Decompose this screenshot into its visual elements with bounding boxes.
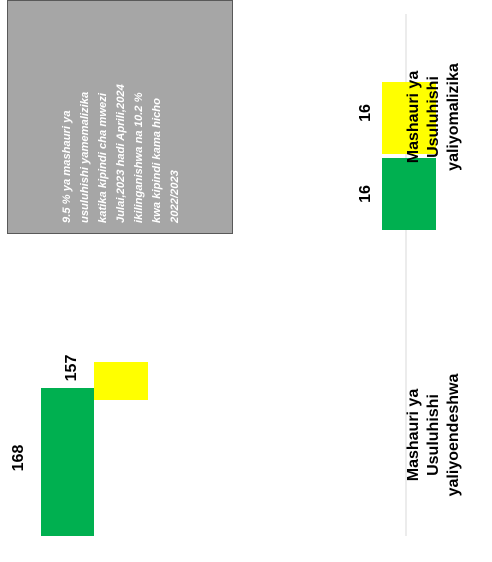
annotation-text: 9.5 % ya mashauri ya usuluhishi yamemali… bbox=[61, 84, 181, 223]
bars-layer bbox=[41, 14, 436, 536]
bar-series-0-cat-1 bbox=[382, 158, 436, 230]
data-label-series-1-cat-1: 16 bbox=[357, 104, 374, 122]
category-label-1: Mashauri ya Usuluhishi yaliyomalizika bbox=[405, 63, 462, 171]
bar-series-1-cat-1 bbox=[382, 82, 436, 154]
data-label-series-0-cat-0: 168 bbox=[10, 444, 27, 472]
data-label-series-0-cat-1: 16 bbox=[357, 185, 374, 203]
data-label-series-1-cat-0: 157 bbox=[63, 354, 80, 382]
bar-series-1-cat-0 bbox=[94, 362, 148, 400]
category-label-0: Mashauri ya Usuluhishi yaliyoendeshwa bbox=[405, 373, 462, 497]
bar-series-0-cat-0 bbox=[41, 388, 94, 536]
annotation-box: 9.5 % ya mashauri ya usuluhishi yamemali… bbox=[7, 0, 233, 234]
